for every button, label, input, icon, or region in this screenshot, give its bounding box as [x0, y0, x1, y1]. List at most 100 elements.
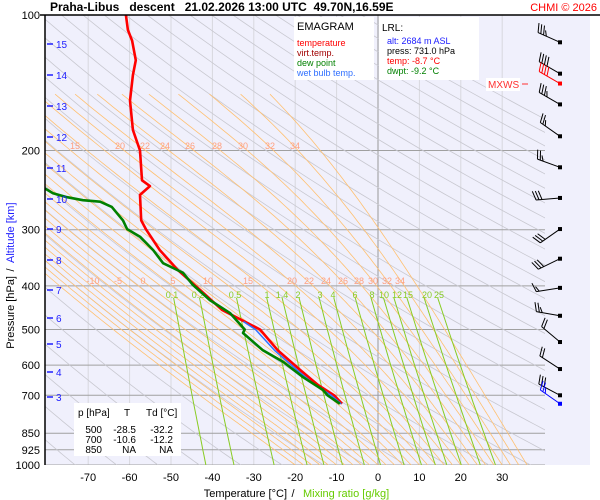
dry-adiabat — [45, 56, 545, 391]
wind-barb-feather — [539, 380, 544, 391]
mixing-ratio-label: 1.4 — [276, 290, 289, 300]
wind-barb-station — [558, 40, 562, 45]
mixing-ratio-label: 0.5 — [229, 290, 242, 300]
wind-barb-feather — [538, 62, 542, 72]
dry-adiabat — [104, 15, 545, 299]
dry-adiabat — [189, 15, 545, 234]
table-header-p: p [hPa] — [78, 408, 110, 419]
wind-barb — [539, 113, 562, 139]
x-axis-separator: / — [291, 488, 295, 500]
moist-adiabat-label: 34 — [290, 141, 300, 151]
moist-adiabat-label: 26 — [185, 141, 195, 151]
profile-temperature — [124, 15, 343, 405]
moist-adiabat-label: 10 — [203, 276, 213, 286]
moist-adiabat-label: -10 — [86, 276, 99, 286]
mixing-ratio-line — [333, 297, 381, 465]
pressure-tick-label: 200 — [22, 145, 40, 157]
dry-adiabat — [168, 15, 545, 250]
lrl-press: press: 731.0 hPa — [387, 46, 455, 56]
legend-temperature: temperature — [297, 38, 346, 48]
mixing-ratio-label: 15 — [403, 290, 413, 300]
wind-barb-staff — [538, 71, 561, 84]
dry-adiabat — [45, 209, 407, 465]
moist-adiabat-label: 5 — [170, 276, 175, 286]
dry-adiabat — [61, 15, 545, 334]
moist-adiabat — [45, 192, 387, 465]
moist-adiabat — [121, 93, 486, 465]
mixing-ratio-line — [370, 297, 422, 465]
wind-barb-feather — [540, 24, 543, 34]
altitude-tick-label: 10 — [56, 195, 68, 206]
moist-adiabat — [45, 163, 412, 465]
wind-barb-feather — [537, 23, 540, 33]
mixing-ratio-line — [423, 297, 481, 465]
wind-barb — [532, 227, 562, 244]
temperature-tick-label: -30 — [246, 472, 262, 484]
pressure-tick-label: 500 — [22, 325, 40, 337]
wind-barb-station — [558, 367, 562, 372]
wind-barb-feather — [543, 25, 545, 36]
wind-barb-station — [558, 134, 562, 139]
moist-adiabat — [148, 93, 495, 465]
mixing-ratio-label: 20 — [422, 290, 432, 300]
wind-barb-feather — [531, 262, 539, 270]
legend: EMAGRAM temperature virt.temp. dew point… — [294, 17, 374, 80]
wind-barb — [539, 380, 562, 406]
altitude-tick-label: 6 — [56, 314, 62, 325]
wind-barb-station — [558, 340, 562, 345]
wind-barb — [536, 149, 562, 170]
moist-adiabat — [97, 93, 478, 465]
dry-adiabat — [45, 18, 545, 353]
dry-adiabat — [232, 15, 545, 204]
wind-barb-feather — [542, 115, 546, 125]
pressure-tick-label: 600 — [22, 360, 40, 372]
moist-adiabat — [45, 246, 329, 465]
mixing-ratio-line — [298, 297, 343, 465]
moist-adiabat — [178, 93, 503, 465]
altitude-tick-label: 7 — [56, 286, 62, 297]
wind-barb-feather — [541, 317, 546, 327]
moist-adiabat-label: 20 — [287, 276, 297, 286]
pressure-tick-label: 400 — [22, 281, 40, 293]
moist-adiabat — [209, 93, 511, 465]
wind-barb-feather — [539, 346, 543, 357]
wind-barb-feather — [534, 235, 544, 242]
pressure-tick-label: 925 — [22, 445, 40, 457]
moist-adiabat-label: 32 — [265, 141, 275, 151]
wind-barb — [531, 282, 562, 293]
table-cell: 850 — [85, 445, 102, 456]
moist-adiabat-label: 30 — [368, 276, 378, 286]
moist-adiabat — [45, 272, 296, 465]
temperature-tick-label: 10 — [413, 472, 425, 484]
temperature-tick-label: 20 — [455, 472, 467, 484]
wind-barb-feather — [538, 374, 541, 385]
moist-adiabat — [45, 201, 379, 465]
mixing-ratio-line — [437, 297, 496, 465]
altitude-tick-label: 12 — [56, 133, 68, 144]
table-cell: NA — [122, 445, 136, 456]
mixing-ratio-label: 2 — [295, 290, 300, 300]
wind-barb-feather — [537, 190, 543, 200]
moist-adiabat-label: 26 — [338, 276, 348, 286]
altitude-tick-label: 8 — [56, 256, 62, 267]
table-cell: 500 — [85, 425, 102, 436]
legend-title: EMAGRAM — [297, 21, 354, 33]
table-cell: 700 — [85, 435, 102, 446]
moist-adiabat — [45, 239, 337, 465]
x-axis-label-mixing-ratio: Mixing ratio [g/kg] — [303, 488, 389, 500]
wind-barb-staff — [540, 228, 561, 244]
dry-adiabat — [211, 15, 545, 219]
pressure-tick-label: 300 — [22, 225, 40, 237]
mixing-ratio-line — [281, 297, 325, 465]
altitude-tick-label: 9 — [56, 225, 62, 236]
moist-adiabat — [45, 183, 395, 465]
dry-adiabat — [45, 117, 545, 452]
pressure-tick-label: 100 — [22, 10, 40, 22]
wind-barb-feather — [546, 66, 550, 77]
moist-adiabat-label: 20 — [115, 141, 125, 151]
mixing-ratio-label: 0.2 — [192, 290, 205, 300]
lrl-alt: alt: 2684 m ASL — [387, 36, 451, 46]
moist-adiabat — [45, 100, 453, 465]
x-axis-label: Temperature [°C] — [204, 488, 287, 500]
dry-adiabat — [125, 15, 545, 283]
